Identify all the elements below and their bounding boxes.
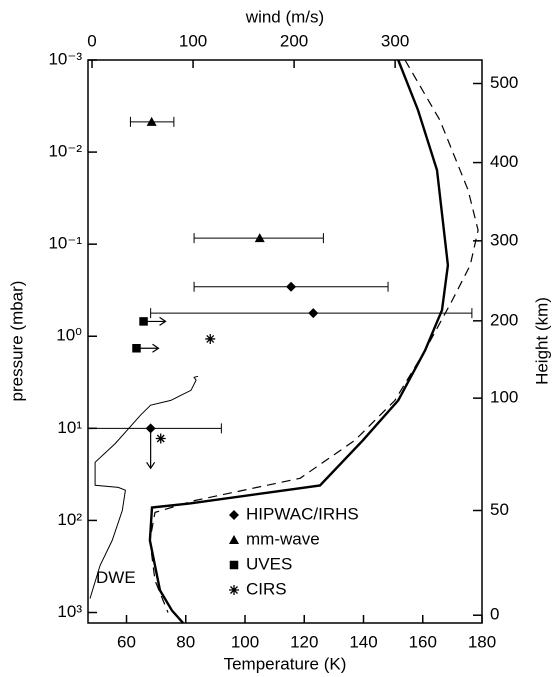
legend-label: UVES bbox=[246, 554, 292, 573]
y-tick-label: 10⁻³ bbox=[48, 49, 82, 68]
y2-tick-label: 200 bbox=[490, 310, 518, 329]
profile-line bbox=[148, 59, 450, 624]
legend-label: HIPWAC/IRHS bbox=[246, 504, 359, 523]
diamond-marker bbox=[286, 281, 297, 292]
x-tick-label: 100 bbox=[231, 632, 259, 651]
y-axis-label: pressure (mbar) bbox=[7, 281, 26, 402]
diamond-marker bbox=[308, 308, 319, 319]
y2-tick-label: 300 bbox=[490, 230, 518, 249]
x-tick-label: 180 bbox=[468, 632, 496, 651]
x2-tick-label: 0 bbox=[87, 31, 96, 50]
arrow-head bbox=[146, 462, 156, 470]
arrow-head bbox=[159, 316, 167, 326]
legend-swatch bbox=[229, 560, 239, 570]
x-tick-label: 80 bbox=[176, 632, 195, 651]
x-tick-label: 160 bbox=[409, 632, 437, 651]
asterisk-marker bbox=[155, 433, 166, 444]
arrow-head bbox=[152, 343, 160, 353]
line-annotation: DWE bbox=[96, 568, 136, 587]
legend-swatch bbox=[229, 535, 239, 544]
x2-tick-label: 200 bbox=[280, 31, 308, 50]
y2-axis-label: Height (km) bbox=[532, 297, 551, 385]
y2-tick-label: 400 bbox=[490, 152, 518, 171]
y2-tick-label: 500 bbox=[490, 73, 518, 92]
x-axis-label: Temperature (K) bbox=[224, 654, 347, 673]
x-tick-label: 120 bbox=[290, 632, 318, 651]
legend-swatch bbox=[229, 510, 239, 520]
asterisk-marker bbox=[205, 333, 216, 344]
profile-line bbox=[89, 375, 199, 599]
square-marker bbox=[132, 344, 141, 353]
x2-tick-label: 300 bbox=[381, 31, 409, 50]
legend-label: CIRS bbox=[246, 579, 287, 598]
square-marker bbox=[139, 317, 148, 326]
y-tick-label: 10⁰ bbox=[56, 326, 82, 345]
legend-label: mm-wave bbox=[246, 529, 320, 548]
y2-tick-label: 0 bbox=[490, 605, 499, 624]
legend-swatch bbox=[229, 585, 239, 595]
x-tick-label: 140 bbox=[349, 632, 377, 651]
x2-axis-label: wind (m/s) bbox=[245, 7, 324, 26]
profile-line bbox=[149, 59, 479, 613]
y-tick-label: 10¹ bbox=[57, 418, 82, 437]
x2-tick-label: 100 bbox=[179, 31, 207, 50]
y-tick-label: 10⁻¹ bbox=[48, 234, 82, 253]
y2-tick-label: 100 bbox=[490, 388, 518, 407]
triangle-marker bbox=[146, 116, 157, 126]
x-tick-label: 60 bbox=[117, 632, 136, 651]
diamond-marker bbox=[145, 423, 156, 434]
y2-tick-label: 50 bbox=[490, 500, 509, 519]
plot-frame bbox=[87, 59, 483, 624]
y-tick-label: 10² bbox=[57, 510, 82, 529]
y-tick-label: 10⁻² bbox=[48, 142, 82, 161]
y-tick-label: 10³ bbox=[57, 602, 82, 621]
triangle-marker bbox=[254, 233, 265, 243]
